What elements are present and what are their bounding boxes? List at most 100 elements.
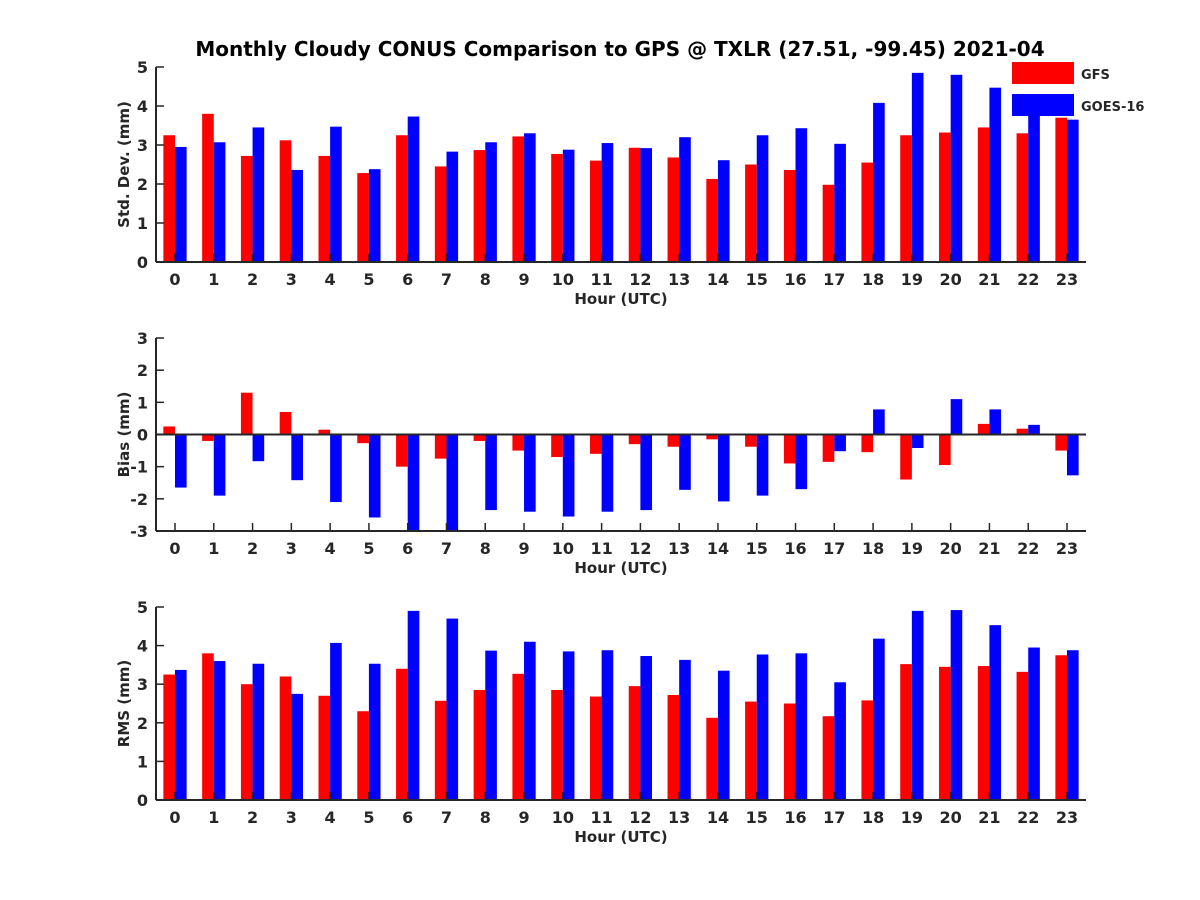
x-tick-label: 16	[784, 539, 806, 558]
x-tick-label: 1	[208, 808, 219, 827]
bar-goes-hour-19	[911, 72, 924, 262]
bar-gfs-hour-0	[163, 426, 175, 435]
x-tick-label: 22	[1017, 808, 1039, 827]
x-tick-label: 12	[629, 808, 651, 827]
bar-goes-hour-9	[524, 133, 536, 262]
x-tick-label: 6	[402, 808, 413, 827]
x-axis-label: Hour (UTC)	[574, 559, 667, 577]
x-tick-label: 7	[441, 539, 452, 558]
bar-gfs-hour-3	[279, 140, 292, 262]
y-tick-label: 2	[137, 714, 148, 733]
bar-gfs-hour-23	[1055, 434, 1067, 451]
bar-gfs-hour-9	[512, 136, 525, 262]
bar-gfs-hour-16	[783, 434, 796, 464]
x-tick-label: 6	[402, 270, 413, 289]
bar-gfs-hour-6	[396, 135, 408, 262]
bar-gfs-hour-18	[861, 434, 874, 453]
bar-goes-hour-4	[330, 642, 342, 800]
bar-gfs-hour-12	[628, 434, 641, 445]
bar-gfs-hour-20	[939, 132, 951, 262]
bar-gfs-hour-4	[318, 695, 331, 800]
bar-goes-hour-13	[679, 434, 691, 490]
bar-goes-hour-8	[485, 142, 497, 262]
bar-goes-hour-6	[407, 116, 420, 262]
bar-goes-hour-0	[175, 669, 187, 800]
x-tick-label: 22	[1017, 539, 1039, 558]
x-tick-label: 20	[940, 270, 962, 289]
x-tick-label: 9	[518, 808, 529, 827]
bar-goes-hour-7	[446, 434, 459, 531]
x-tick-label: 2	[247, 270, 258, 289]
x-tick-label: 4	[325, 539, 336, 558]
bar-goes-hour-6	[407, 610, 420, 800]
bar-gfs-hour-9	[512, 434, 525, 451]
bar-goes-hour-11	[601, 143, 614, 262]
bar-goes-hour-0	[175, 146, 187, 262]
bar-gfs-hour-7	[434, 434, 447, 459]
y-tick-label: 4	[137, 637, 148, 656]
x-tick-label: 2	[247, 539, 258, 558]
bar-goes-hour-1	[213, 142, 226, 262]
y-tick-label: 5	[137, 598, 148, 617]
bar-gfs-hour-12	[628, 686, 641, 800]
x-axis-label: Hour (UTC)	[574, 290, 667, 308]
x-tick-label: 4	[325, 270, 336, 289]
chart-title: Monthly Cloudy CONUS Comparison to GPS @…	[195, 37, 1044, 61]
x-tick-label: 7	[441, 808, 452, 827]
bar-gfs-hour-12	[628, 147, 641, 262]
bar-goes-hour-0	[175, 434, 187, 488]
x-tick-label: 14	[707, 808, 729, 827]
bar-gfs-hour-7	[434, 166, 447, 262]
bar-goes-hour-12	[640, 148, 653, 262]
bar-gfs-hour-21	[977, 423, 990, 435]
x-axis-label: Hour (UTC)	[574, 828, 667, 846]
bar-gfs-hour-13	[667, 434, 680, 447]
bar-gfs-hour-4	[318, 429, 331, 435]
bar-goes-hour-17	[834, 682, 846, 800]
bar-goes-hour-21	[989, 625, 1002, 800]
bar-gfs-hour-1	[202, 113, 214, 262]
bar-goes-hour-19	[911, 434, 924, 449]
bar-gfs-hour-19	[900, 135, 912, 262]
bar-gfs-hour-20	[939, 434, 951, 466]
y-tick-label: 0	[137, 253, 148, 272]
bar-goes-hour-13	[679, 137, 691, 262]
y-tick-label: 2	[137, 361, 148, 380]
x-tick-label: 19	[901, 539, 923, 558]
bar-gfs-hour-15	[745, 701, 757, 800]
bar-gfs-hour-20	[939, 666, 951, 800]
legend-label-goes: GOES-16	[1081, 100, 1144, 115]
bar-goes-hour-3	[291, 169, 303, 262]
x-tick-label: 13	[668, 270, 690, 289]
x-tick-label: 5	[363, 808, 374, 827]
y-axis-label: Std. Dev. (mm)	[115, 101, 133, 228]
bar-gfs-hour-13	[667, 157, 680, 262]
bar-gfs-hour-19	[900, 664, 912, 800]
bar-goes-hour-15	[756, 434, 769, 496]
bar-gfs-hour-0	[163, 674, 175, 800]
bar-goes-hour-16	[795, 128, 808, 262]
x-tick-label: 18	[862, 539, 884, 558]
y-tick-label: 1	[137, 752, 148, 771]
bar-goes-hour-14	[717, 160, 730, 262]
bar-goes-hour-17	[834, 143, 846, 262]
x-tick-label: 23	[1056, 539, 1078, 558]
x-tick-label: 0	[169, 539, 180, 558]
bar-goes-hour-19	[911, 610, 924, 800]
bar-gfs-hour-11	[589, 434, 602, 454]
bar-gfs-hour-16	[783, 169, 796, 262]
bar-gfs-hour-11	[589, 160, 602, 262]
x-tick-label: 15	[746, 808, 768, 827]
legend: GFS GOES-16	[1012, 62, 1144, 116]
bar-gfs-hour-1	[202, 434, 214, 441]
x-tick-label: 0	[169, 270, 180, 289]
bar-goes-hour-7	[446, 151, 459, 262]
x-tick-label: 17	[823, 539, 845, 558]
x-tick-label: 17	[823, 808, 845, 827]
bar-gfs-hour-17	[822, 184, 835, 262]
x-tick-label: 7	[441, 270, 452, 289]
bar-goes-hour-14	[717, 670, 730, 800]
x-tick-label: 13	[668, 808, 690, 827]
